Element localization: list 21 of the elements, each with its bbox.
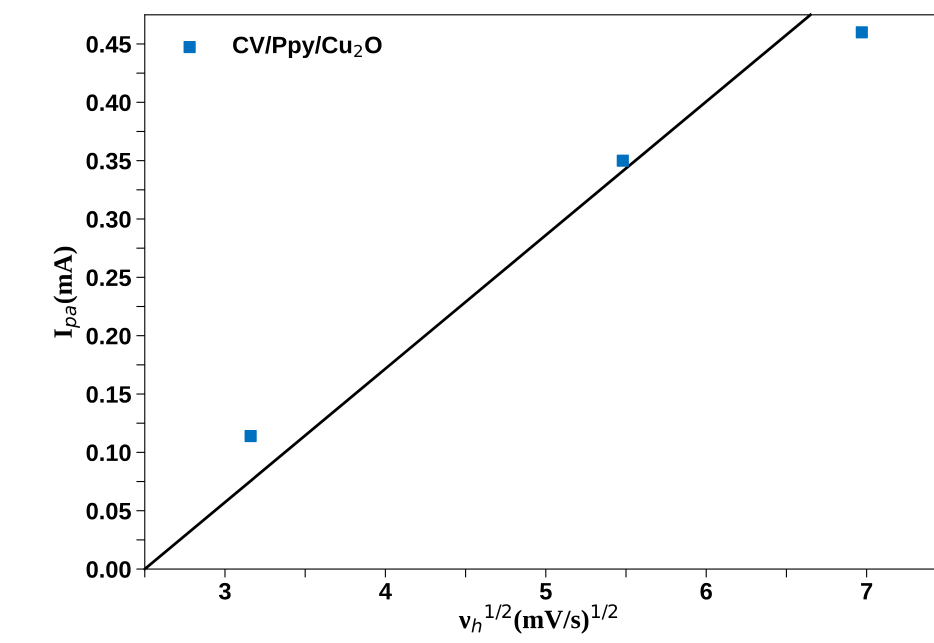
x-axis-title: ν$_{h}$$^{1/2}$(mV/s)$^{1/2}$ xyxy=(458,604,618,634)
point xyxy=(616,154,629,167)
y-tick-label: 0.25 xyxy=(86,269,131,286)
x-tick-label: 5 xyxy=(540,583,552,600)
x-tick-label: 4 xyxy=(379,583,392,600)
y-tick-label: 0.45 xyxy=(86,36,131,53)
y-tick-label: 0.30 xyxy=(86,211,131,228)
legend-label: CV/Ppy/Cu$_{2}$O xyxy=(233,36,382,58)
x-tick-label: 6 xyxy=(700,582,712,600)
x-tick-label: 3 xyxy=(218,582,231,600)
y-tick-label: 0.20 xyxy=(86,328,131,344)
point xyxy=(244,430,257,442)
y-tick-label: 0.00 xyxy=(86,561,131,578)
y-tick-label: 0.10 xyxy=(86,444,131,462)
y-tick-label: 0.40 xyxy=(86,94,131,112)
y-tick-label: 0.35 xyxy=(86,152,131,170)
y-tick-label: 0.05 xyxy=(86,502,131,520)
y-tick-label: 0.15 xyxy=(86,386,131,403)
y-axis-title: I$_{pa}$(mA) xyxy=(53,246,80,338)
x-tick-label: 7 xyxy=(861,583,872,600)
point xyxy=(856,26,868,38)
